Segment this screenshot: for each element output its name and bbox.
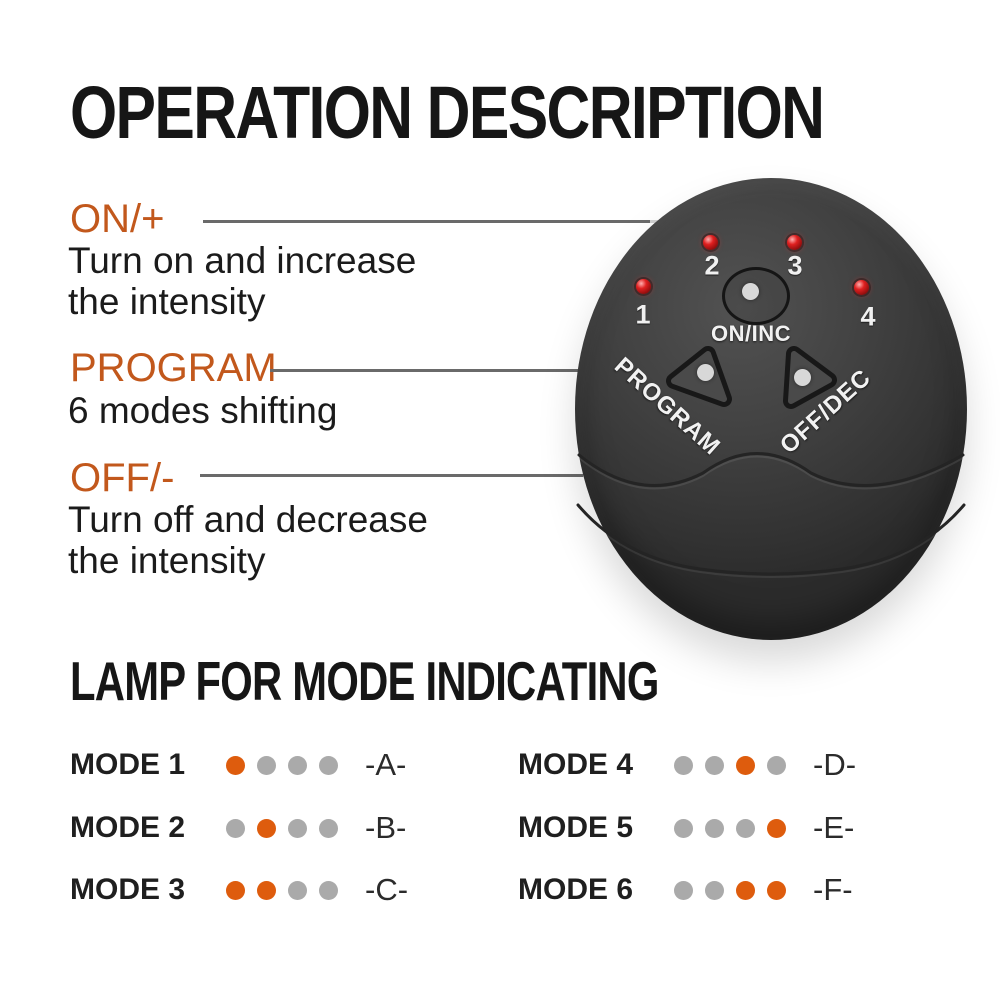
callout-desc-off-line1: Turn off and decrease: [68, 499, 428, 540]
callout-line-on: [203, 220, 650, 223]
mode-lamp-dot-on: [736, 880, 755, 900]
mode-lamp-dot-off: [674, 755, 693, 775]
remote-control-device: 1 2 3 4 ON/INC PROGRAM OFF/DEC: [575, 178, 967, 640]
callout-line-off: [200, 474, 583, 477]
mode-lamp-dots: [226, 755, 338, 775]
mode-row-4: MODE 4 -D-: [518, 745, 856, 785]
mode-name: MODE 5: [518, 811, 634, 844]
mode-lamp-dots: [226, 818, 338, 838]
mode-lamp-dot-on: [226, 880, 245, 900]
mode-lamp-dot-on: [767, 880, 786, 900]
device-seams-and-buttons: [576, 346, 966, 578]
callout-desc-off: Turn off and decrease the intensity: [68, 499, 428, 581]
callout-desc-off-line2: the intensity: [68, 540, 266, 581]
mode-lamp-dot-off: [226, 818, 245, 838]
callout-label-program: PROGRAM: [70, 346, 277, 390]
mode-lamp-dots: [226, 880, 338, 900]
mode-lamp-dot-on: [257, 818, 276, 838]
mode-lamp-dot-off: [674, 880, 693, 900]
mode-lamp-dots: [674, 818, 786, 838]
mode-lamp-dot-off: [288, 755, 307, 775]
mode-row-6: MODE 6 -F-: [518, 870, 853, 910]
callout-desc-on-line1: Turn on and increase: [68, 240, 417, 281]
led-number-1: 1: [635, 299, 651, 330]
mode-name: MODE 4: [518, 748, 634, 781]
mode-code: -A-: [365, 747, 407, 782]
led-indicator-1: [636, 279, 651, 294]
mode-lamp-dot-off: [705, 880, 724, 900]
callout-label-on-plus: ON/+: [70, 197, 165, 241]
mode-lamp-dot-off: [736, 818, 755, 838]
callout-line-program: [270, 369, 578, 372]
callout-desc-program: 6 modes shifting: [68, 390, 338, 431]
callout-endpoint-program: [697, 364, 714, 381]
mode-lamp-dot-off: [705, 818, 724, 838]
mode-row-2: MODE 2 -B-: [70, 808, 406, 848]
callout-desc-on-line2: the intensity: [68, 281, 266, 322]
mode-lamp-dot-off: [288, 880, 307, 900]
mode-row-3: MODE 3 -C-: [70, 870, 408, 910]
device-seam-lower: [576, 503, 966, 576]
led-number-3: 3: [787, 250, 803, 281]
callout-endpoint-on-inc: [742, 283, 759, 300]
mode-name: MODE 6: [518, 873, 634, 906]
callout-endpoint-off-dec: [794, 369, 811, 386]
on-inc-button-label: ON/INC: [711, 321, 791, 346]
led-indicator-3: [787, 235, 802, 250]
mode-lamp-dot-off: [674, 818, 693, 838]
mode-row-1: MODE 1 -A-: [70, 745, 406, 785]
mode-lamp-dot-off: [257, 755, 276, 775]
mode-code: -D-: [813, 747, 857, 782]
mode-lamp-dots: [674, 880, 786, 900]
led-number-4: 4: [860, 301, 876, 332]
callout-desc-on: Turn on and increase the intensity: [68, 240, 416, 322]
led-number-2: 2: [704, 250, 720, 281]
mode-code: -E-: [813, 810, 855, 845]
mode-row-5: MODE 5 -E-: [518, 808, 854, 848]
callout-label-off-minus: OFF/-: [70, 456, 175, 500]
mode-code: -F-: [813, 872, 853, 907]
device-seam-upper: [577, 452, 965, 487]
mode-lamp-dot-off: [288, 818, 307, 838]
mode-lamp-dot-off: [319, 818, 338, 838]
led-indicator-2: [703, 235, 718, 250]
mode-name: MODE 2: [70, 811, 186, 844]
mode-code: -C-: [365, 872, 409, 907]
page-title: OPERATION DESCRIPTION: [70, 71, 825, 154]
mode-code: -B-: [365, 810, 407, 845]
mode-lamp-dot-off: [705, 755, 724, 775]
mode-lamp-dot-off: [319, 755, 338, 775]
mode-lamp-dots: [674, 755, 786, 775]
mode-lamp-dot-on: [736, 755, 755, 775]
mode-name: MODE 3: [70, 873, 186, 906]
mode-lamp-dot-off: [767, 755, 786, 775]
lamp-section-title: LAMP FOR MODE INDICATING: [70, 650, 659, 712]
mode-lamp-dot-off: [319, 880, 338, 900]
mode-lamp-dot-on: [257, 880, 276, 900]
mode-lamp-dot-on: [767, 818, 786, 838]
mode-lamp-dot-on: [226, 755, 245, 775]
mode-name: MODE 1: [70, 748, 186, 781]
led-indicator-4: [854, 280, 869, 295]
